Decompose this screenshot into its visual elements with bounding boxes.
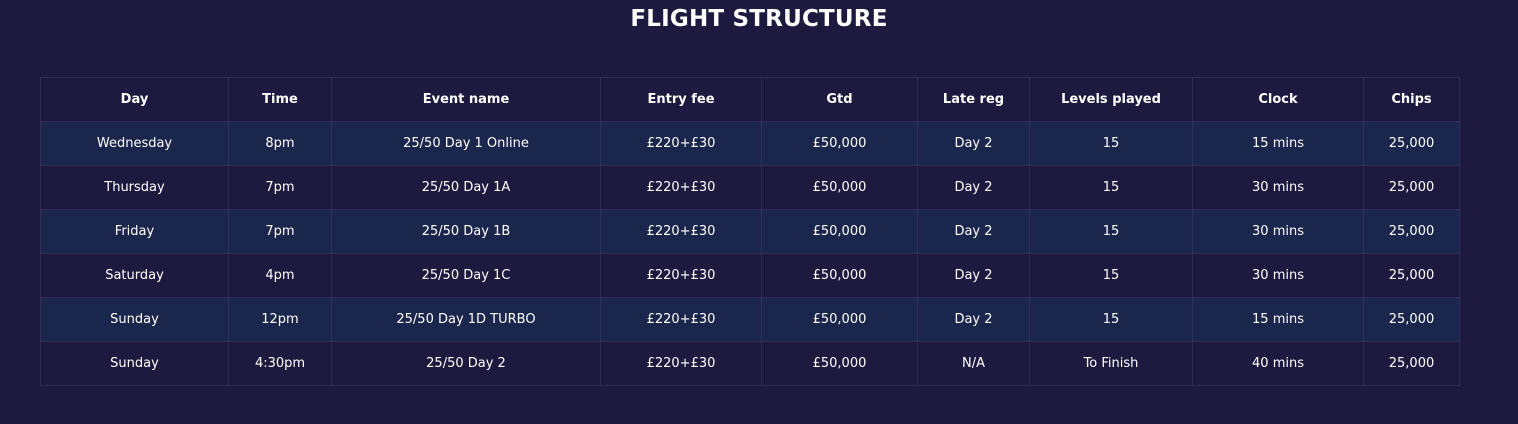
table-row: Sunday 12pm 25/50 Day 1D TURBO £220+£30 £50,…: [40, 297, 1460, 342]
cell-chips: 25,000: [1363, 121, 1460, 166]
page-title: FLIGHT STRUCTURE: [630, 6, 888, 32]
cell-levels-played: To Finish: [1029, 341, 1193, 386]
cell-time: 4:30pm: [228, 341, 332, 386]
cell-time: 7pm: [228, 165, 332, 210]
cell-time: 7pm: [228, 209, 332, 254]
cell-day: Sunday: [40, 341, 229, 386]
table-row: Thursday 7pm 25/50 Day 1A £220+£30 £50,000 Da…: [40, 165, 1460, 210]
cell-late-reg: Day 2: [917, 121, 1030, 166]
cell-gtd: £50,000: [761, 341, 918, 386]
cell-day: Saturday: [40, 253, 229, 298]
cell-gtd: £50,000: [761, 297, 918, 342]
cell-clock: 30 mins: [1192, 209, 1364, 254]
table-row: Friday 7pm 25/50 Day 1B £220+£30 £50,000 Day …: [40, 209, 1460, 254]
table-header-row: Day Time Event name Entry fee Gtd Late reg Lev…: [40, 77, 1460, 122]
cell-gtd: £50,000: [761, 165, 918, 210]
cell-late-reg: Day 2: [917, 165, 1030, 210]
column-header-chips: Chips: [1363, 77, 1460, 122]
cell-entry-fee: £220+£30: [600, 297, 762, 342]
cell-chips: 25,000: [1363, 165, 1460, 210]
cell-chips: 25,000: [1363, 297, 1460, 342]
cell-event-name: 25/50 Day 1A: [331, 165, 601, 210]
cell-late-reg: Day 2: [917, 297, 1030, 342]
table-row: Wednesday 8pm 25/50 Day 1 Online £220+£30 £5…: [40, 121, 1460, 166]
cell-chips: 25,000: [1363, 209, 1460, 254]
cell-levels-played: 15: [1029, 297, 1193, 342]
cell-chips: 25,000: [1363, 341, 1460, 386]
cell-levels-played: 15: [1029, 253, 1193, 298]
cell-day: Thursday: [40, 165, 229, 210]
column-header-time: Time: [228, 77, 332, 122]
flight-structure-table: Day Time Event name Entry fee Gtd Late reg Lev…: [40, 77, 1460, 386]
cell-event-name: 25/50 Day 1 Online: [331, 121, 601, 166]
cell-time: 8pm: [228, 121, 332, 166]
cell-event-name: 25/50 Day 1D TURBO: [331, 297, 601, 342]
table-row: Sunday 4:30pm 25/50 Day 2 £220+£30 £50,000 N/…: [40, 341, 1460, 386]
cell-entry-fee: £220+£30: [600, 165, 762, 210]
cell-gtd: £50,000: [761, 253, 918, 298]
column-header-day: Day: [40, 77, 229, 122]
cell-entry-fee: £220+£30: [600, 121, 762, 166]
column-header-late-reg: Late reg: [917, 77, 1030, 122]
cell-clock: 30 mins: [1192, 165, 1364, 210]
cell-event-name: 25/50 Day 2: [331, 341, 601, 386]
cell-clock: 30 mins: [1192, 253, 1364, 298]
cell-clock: 15 mins: [1192, 121, 1364, 166]
cell-levels-played: 15: [1029, 209, 1193, 254]
cell-entry-fee: £220+£30: [600, 341, 762, 386]
cell-late-reg: Day 2: [917, 209, 1030, 254]
cell-chips: 25,000: [1363, 253, 1460, 298]
cell-event-name: 25/50 Day 1B: [331, 209, 601, 254]
column-header-levels-played: Levels played: [1029, 77, 1193, 122]
cell-clock: 40 mins: [1192, 341, 1364, 386]
cell-levels-played: 15: [1029, 121, 1193, 166]
column-header-entry-fee: Entry fee: [600, 77, 762, 122]
cell-day: Friday: [40, 209, 229, 254]
cell-event-name: 25/50 Day 1C: [331, 253, 601, 298]
column-header-gtd: Gtd: [761, 77, 918, 122]
cell-time: 4pm: [228, 253, 332, 298]
cell-time: 12pm: [228, 297, 332, 342]
cell-entry-fee: £220+£30: [600, 253, 762, 298]
column-header-clock: Clock: [1192, 77, 1364, 122]
cell-levels-played: 15: [1029, 165, 1193, 210]
cell-clock: 15 mins: [1192, 297, 1364, 342]
column-header-event-name: Event name: [331, 77, 601, 122]
cell-late-reg: Day 2: [917, 253, 1030, 298]
cell-day: Sunday: [40, 297, 229, 342]
cell-gtd: £50,000: [761, 121, 918, 166]
cell-entry-fee: £220+£30: [600, 209, 762, 254]
cell-day: Wednesday: [40, 121, 229, 166]
cell-late-reg: N/A: [917, 341, 1030, 386]
table-row: Saturday 4pm 25/50 Day 1C £220+£30 £50,000 Da…: [40, 253, 1460, 298]
cell-gtd: £50,000: [761, 209, 918, 254]
